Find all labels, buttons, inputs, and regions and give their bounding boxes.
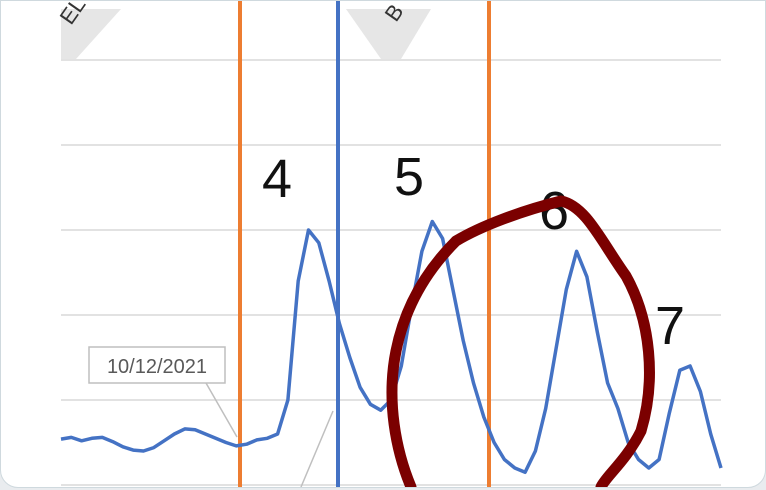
date-callout: 10/12/2021 [88,346,238,438]
date-callout-text: 10/12/2021 [107,356,207,378]
rotated-label-tab-left: EL [55,1,121,59]
peak-label-7: 7 [655,296,685,356]
peak-label-4: 4 [262,149,292,209]
peak-label-5: 5 [394,147,424,207]
callout-leader-2 [300,410,334,487]
rotated-label-tab-right: B [346,1,431,59]
gridlines [61,59,721,486]
hand-drawn-circle-annotation [386,195,655,487]
